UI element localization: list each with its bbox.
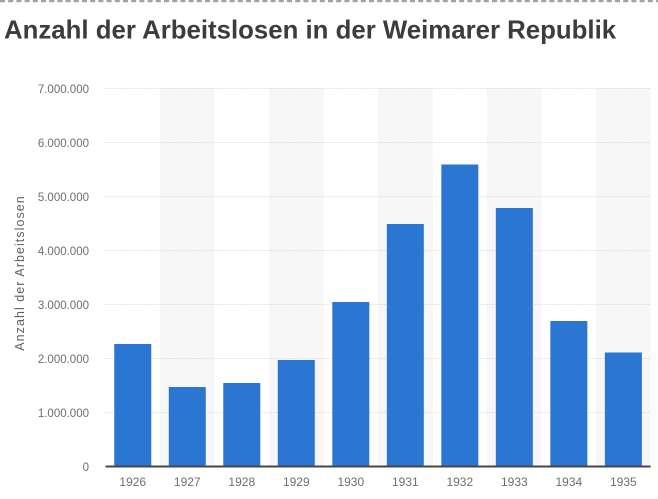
- svg-text:Anzahl der Arbeitslosen in der: Anzahl der Arbeitslosen in der Weimarer …: [4, 17, 617, 45]
- svg-text:Anzahl der Arbeitslosen: Anzahl der Arbeitslosen: [13, 195, 27, 350]
- svg-text:5.000.000: 5.000.000: [38, 192, 89, 204]
- svg-text:4.000.000: 4.000.000: [38, 246, 89, 258]
- svg-text:0: 0: [83, 462, 89, 474]
- svg-text:1926: 1926: [119, 475, 146, 489]
- svg-text:2.000.000: 2.000.000: [38, 354, 89, 366]
- svg-text:1930: 1930: [337, 475, 364, 489]
- svg-text:1935: 1935: [610, 475, 637, 489]
- svg-text:1931: 1931: [392, 475, 419, 489]
- svg-text:1929: 1929: [283, 475, 310, 489]
- svg-text:1928: 1928: [228, 475, 255, 489]
- svg-text:3.000.000: 3.000.000: [38, 300, 89, 312]
- svg-text:1934: 1934: [555, 475, 582, 489]
- svg-text:1933: 1933: [501, 475, 528, 489]
- svg-text:1932: 1932: [446, 475, 473, 489]
- svg-text:7.000.000: 7.000.000: [38, 84, 89, 96]
- svg-text:1927: 1927: [174, 475, 201, 489]
- svg-text:1.000.000: 1.000.000: [38, 408, 89, 420]
- svg-text:6.000.000: 6.000.000: [38, 138, 89, 150]
